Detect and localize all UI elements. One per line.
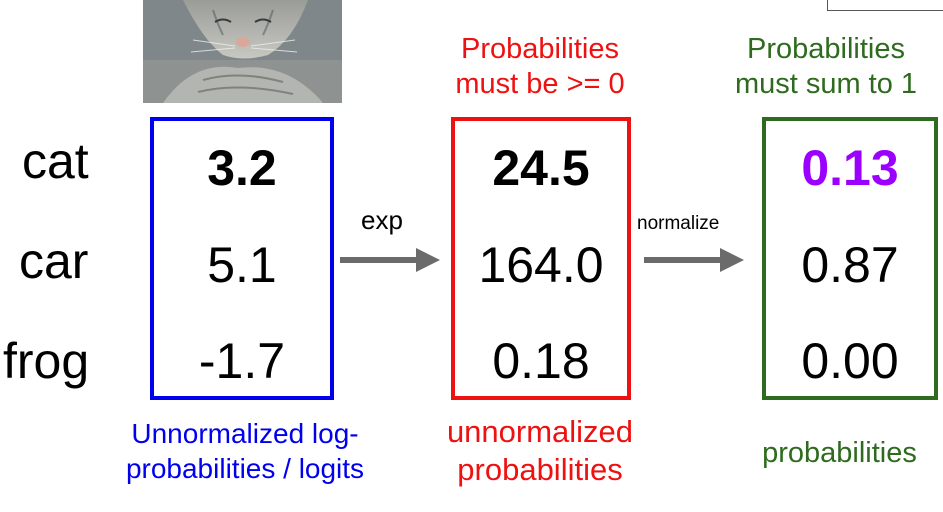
exp-cat: 24.5 bbox=[492, 140, 590, 196]
bottom-blue-caption: Unnormalized log- probabilities / logits bbox=[100, 416, 390, 486]
top-red-caption-line2: must be >= 0 bbox=[455, 68, 625, 100]
prob-car: 0.87 bbox=[801, 237, 899, 293]
row-label-car: car bbox=[19, 233, 89, 289]
normalize-arrow-label: normalize bbox=[637, 213, 720, 234]
bottom-blue-caption-line1: Unnormalized log- bbox=[131, 418, 359, 449]
exp-frog: 0.18 bbox=[492, 333, 590, 389]
logit-frog: -1.7 bbox=[198, 333, 286, 389]
bottom-green-caption: probabilities bbox=[762, 437, 917, 469]
top-green-caption: Probabilities must sum to 1 bbox=[706, 32, 943, 102]
top-red-caption-line1: Probabilities bbox=[461, 33, 619, 65]
top-green-caption-line1: Probabilities bbox=[747, 33, 905, 65]
cat-photo bbox=[143, 0, 342, 103]
row-label-cat: cat bbox=[22, 133, 89, 189]
unnormalized-box: 24.5 164.0 0.18 bbox=[451, 117, 631, 400]
normalize-arrow-icon bbox=[644, 248, 744, 272]
bottom-red-caption: unnormalized probabilities bbox=[420, 413, 660, 489]
logit-cat: 3.2 bbox=[207, 140, 277, 196]
logit-car: 5.1 bbox=[207, 237, 277, 293]
bottom-blue-caption-line2: probabilities / logits bbox=[125, 453, 365, 484]
top-green-caption-line2: must sum to 1 bbox=[734, 68, 918, 100]
exp-arrow-icon bbox=[340, 248, 440, 272]
logits-box: 3.2 5.1 -1.7 bbox=[150, 117, 334, 400]
exp-arrow-label: exp bbox=[361, 205, 403, 235]
top-red-caption: Probabilities must be >= 0 bbox=[420, 32, 660, 102]
cat-illustration bbox=[143, 0, 342, 103]
exp-car: 164.0 bbox=[478, 237, 604, 293]
prob-frog: 0.00 bbox=[801, 333, 899, 389]
bottom-red-caption-line2: probabilities bbox=[457, 452, 623, 487]
probabilities-box: 0.13 0.87 0.00 bbox=[762, 117, 938, 400]
partial-box bbox=[827, 0, 943, 11]
prob-cat: 0.13 bbox=[801, 140, 899, 196]
row-label-frog: frog bbox=[3, 333, 90, 389]
bottom-red-caption-line1: unnormalized bbox=[446, 414, 634, 449]
